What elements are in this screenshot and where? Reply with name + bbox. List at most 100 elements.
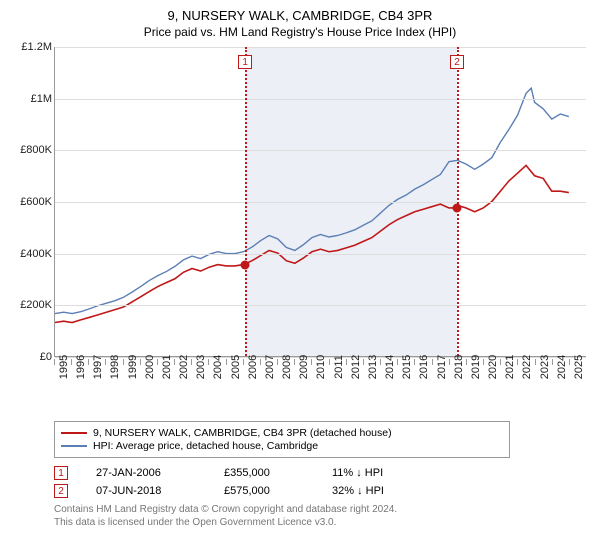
x-tick xyxy=(243,359,244,365)
x-tick xyxy=(329,359,330,365)
x-tick xyxy=(88,359,89,365)
x-tick-label: 2017 xyxy=(436,355,448,379)
x-tick xyxy=(517,359,518,365)
x-tick xyxy=(483,359,484,365)
x-tick xyxy=(363,359,364,365)
y-tick-label: £800K xyxy=(20,144,52,156)
x-tick-label: 2021 xyxy=(504,355,516,379)
x-tick-label: 2012 xyxy=(350,355,362,379)
x-tick-label: 2025 xyxy=(573,355,585,379)
transaction-line xyxy=(457,47,459,356)
x-tick-label: 2004 xyxy=(212,355,224,379)
footer-line: Contains HM Land Registry data © Crown c… xyxy=(54,504,590,517)
transaction-row: 127-JAN-2006£355,00011% ↓ HPI xyxy=(54,464,590,482)
x-tick-label: 2024 xyxy=(556,355,568,379)
x-tick-label: 2023 xyxy=(539,355,551,379)
x-tick-label: 2020 xyxy=(487,355,499,379)
x-tick-label: 1999 xyxy=(127,355,139,379)
legend-row: HPI: Average price, detached house, Camb… xyxy=(61,440,503,452)
x-tick xyxy=(294,359,295,365)
transaction-badge: 2 xyxy=(450,55,464,69)
gridline xyxy=(55,47,586,48)
y-tick-label: £400K xyxy=(20,248,52,260)
legend-swatch-icon xyxy=(61,432,87,434)
x-tick-label: 2007 xyxy=(264,355,276,379)
transaction-diff: 32% ↓ HPI xyxy=(332,485,422,497)
x-tick-label: 2002 xyxy=(178,355,190,379)
legend-row: 9, NURSERY WALK, CAMBRIDGE, CB4 3PR (det… xyxy=(61,427,503,439)
chart-container: 9, NURSERY WALK, CAMBRIDGE, CB4 3PR Pric… xyxy=(0,0,600,535)
x-tick xyxy=(346,359,347,365)
x-tick xyxy=(174,359,175,365)
x-tick xyxy=(311,359,312,365)
x-tick xyxy=(157,359,158,365)
x-tick xyxy=(71,359,72,365)
x-tick-label: 2010 xyxy=(315,355,327,379)
x-tick-label: 1997 xyxy=(92,355,104,379)
x-tick-label: 2005 xyxy=(230,355,242,379)
x-tick-label: 2019 xyxy=(470,355,482,379)
transaction-row: 2 07-JUN-2018 £575,000 32% ↓ HPI xyxy=(54,482,590,500)
x-tick xyxy=(105,359,106,365)
x-tick-label: 2015 xyxy=(401,355,413,379)
transaction-table: 127-JAN-2006£355,00011% ↓ HPI207-JUN-201… xyxy=(54,464,590,500)
x-tick xyxy=(500,359,501,365)
x-tick-label: 2003 xyxy=(195,355,207,379)
x-tick xyxy=(569,359,570,365)
y-tick-label: £0 xyxy=(40,351,52,363)
x-tick-label: 2014 xyxy=(384,355,396,379)
x-tick-label: 2001 xyxy=(161,355,173,379)
y-tick-label: £1.2M xyxy=(21,41,52,53)
transaction-date: 07-JUN-2018 xyxy=(96,485,196,497)
gridline xyxy=(55,254,586,255)
legend-label: HPI: Average price, detached house, Camb… xyxy=(93,440,318,452)
y-tick-label: £1M xyxy=(31,93,52,105)
x-tick xyxy=(140,359,141,365)
x-tick xyxy=(432,359,433,365)
x-tick-label: 1998 xyxy=(109,355,121,379)
x-tick-label: 2018 xyxy=(453,355,465,379)
x-tick-label: 2013 xyxy=(367,355,379,379)
gridline xyxy=(55,305,586,306)
x-tick xyxy=(414,359,415,365)
transaction-date: 27-JAN-2006 xyxy=(96,467,196,479)
x-tick xyxy=(191,359,192,365)
transaction-price: £575,000 xyxy=(224,485,304,497)
transaction-line xyxy=(245,47,247,356)
x-tick xyxy=(226,359,227,365)
footer-attribution: Contains HM Land Registry data © Crown c… xyxy=(54,504,590,529)
x-tick-label: 2000 xyxy=(144,355,156,379)
x-axis: 1995199619971998199920002001200220032004… xyxy=(54,357,586,415)
gridline xyxy=(55,202,586,203)
x-tick xyxy=(449,359,450,365)
footer-line: This data is licensed under the Open Gov… xyxy=(54,517,590,530)
y-tick-label: £600K xyxy=(20,196,52,208)
chart-title: 9, NURSERY WALK, CAMBRIDGE, CB4 3PR xyxy=(10,8,590,23)
transaction-price: £355,000 xyxy=(224,467,304,479)
x-tick-label: 2006 xyxy=(247,355,259,379)
transaction-diff: 11% ↓ HPI xyxy=(332,467,422,479)
x-tick xyxy=(397,359,398,365)
legend-swatch-icon xyxy=(61,445,87,447)
x-tick xyxy=(466,359,467,365)
chart-subtitle: Price paid vs. HM Land Registry's House … xyxy=(10,25,590,39)
gridline xyxy=(55,99,586,100)
x-tick xyxy=(535,359,536,365)
legend-label: 9, NURSERY WALK, CAMBRIDGE, CB4 3PR (det… xyxy=(93,427,392,439)
transaction-number-badge: 2 xyxy=(54,484,68,498)
plot-area: 12 xyxy=(54,47,586,357)
x-tick xyxy=(208,359,209,365)
x-tick xyxy=(54,359,55,365)
x-tick-label: 2016 xyxy=(418,355,430,379)
x-tick xyxy=(123,359,124,365)
y-tick-label: £200K xyxy=(20,299,52,311)
transaction-marker-icon xyxy=(453,204,462,213)
chart-area: £0£200K£400K£600K£800K£1M£1.2M 12 199519… xyxy=(10,47,590,415)
transaction-badge: 1 xyxy=(238,55,252,69)
transaction-marker-icon xyxy=(241,261,250,270)
x-tick-label: 2009 xyxy=(298,355,310,379)
x-tick-label: 2022 xyxy=(521,355,533,379)
legend-box: 9, NURSERY WALK, CAMBRIDGE, CB4 3PR (det… xyxy=(54,421,510,458)
x-tick-label: 2008 xyxy=(281,355,293,379)
x-tick-label: 1996 xyxy=(75,355,87,379)
